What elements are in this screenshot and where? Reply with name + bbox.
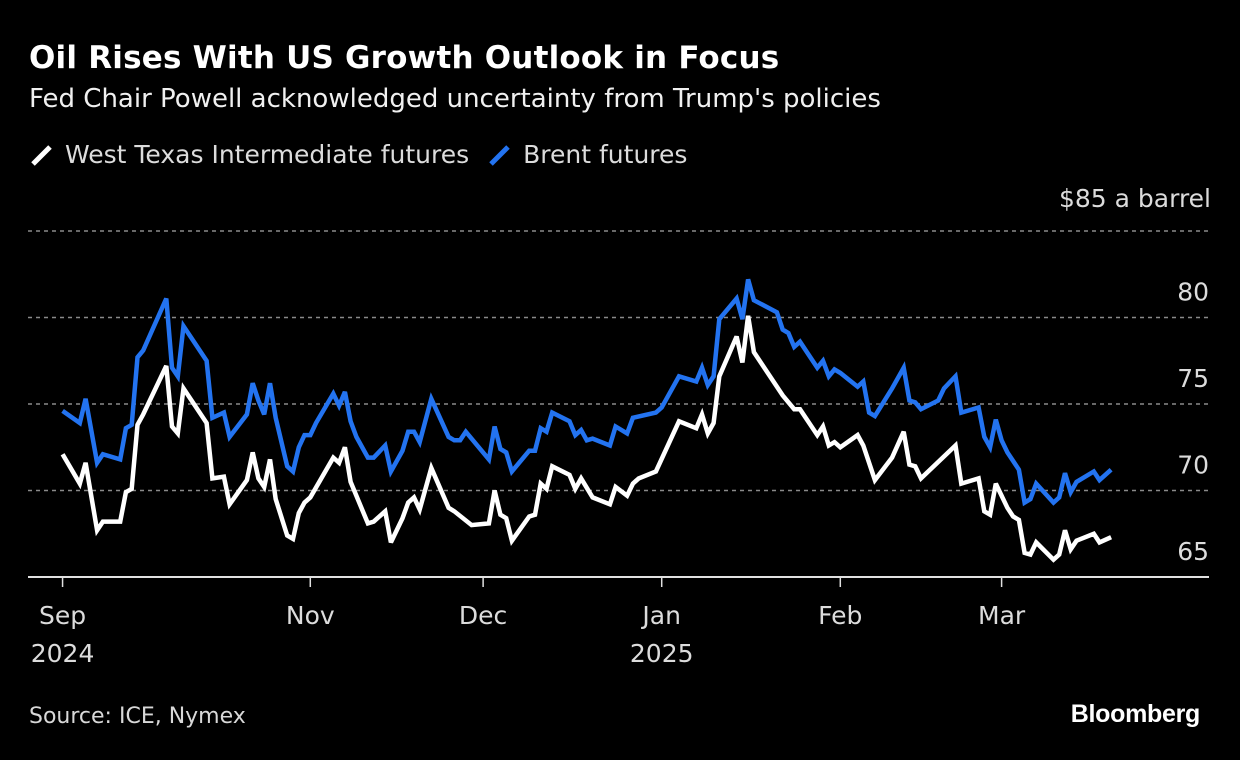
chart-title: Oil Rises With US Growth Outlook in Focu… bbox=[29, 40, 780, 76]
bloomberg-logo: Bloomberg bbox=[1070, 700, 1201, 728]
x-tick-label-dec: Dec bbox=[459, 601, 507, 630]
source-note: Source: ICE, Nymex bbox=[29, 704, 246, 729]
legend-label-brent: Brent futures bbox=[523, 140, 688, 169]
x-tick-label-feb: Feb bbox=[818, 601, 862, 630]
x-tick-label-nov: Nov bbox=[286, 601, 335, 630]
legend-item-wti: West Texas Intermediate futures bbox=[29, 140, 469, 169]
y-axis-unit-label: $85 a barrel bbox=[1058, 184, 1211, 213]
y-tick-label-70: 70 bbox=[1177, 451, 1209, 480]
x-tick-label-jan: Jan bbox=[640, 601, 681, 630]
series-lines bbox=[60, 278, 1113, 563]
x-tick-label-sep: Sep bbox=[39, 601, 86, 630]
x-axis: Sep 2024 Nov Dec Jan 2025 Feb Mar bbox=[28, 576, 1209, 668]
gridlines bbox=[28, 230, 1209, 492]
chart-subtitle: Fed Chair Powell acknowledged uncertaint… bbox=[29, 84, 881, 114]
y-tick-label-65: 65 bbox=[1177, 537, 1209, 566]
series-line-wti bbox=[60, 315, 1113, 563]
x-tick-year-2025: 2025 bbox=[630, 639, 694, 668]
x-tick-year-2024: 2024 bbox=[31, 639, 95, 668]
x-tick-label-mar: Mar bbox=[978, 601, 1026, 630]
y-tick-label-75: 75 bbox=[1177, 364, 1209, 393]
y-tick-label-80: 80 bbox=[1177, 278, 1209, 307]
y-axis-labels: 80 75 70 65 bbox=[1177, 278, 1209, 567]
series-line-brent bbox=[61, 278, 1113, 507]
legend-item-brent: Brent futures bbox=[487, 140, 687, 169]
legend: West Texas Intermediate futures Brent fu… bbox=[29, 140, 705, 169]
brent-swatch-icon bbox=[489, 144, 510, 166]
wti-swatch-icon bbox=[31, 144, 52, 166]
legend-label-wti: West Texas Intermediate futures bbox=[65, 140, 470, 169]
